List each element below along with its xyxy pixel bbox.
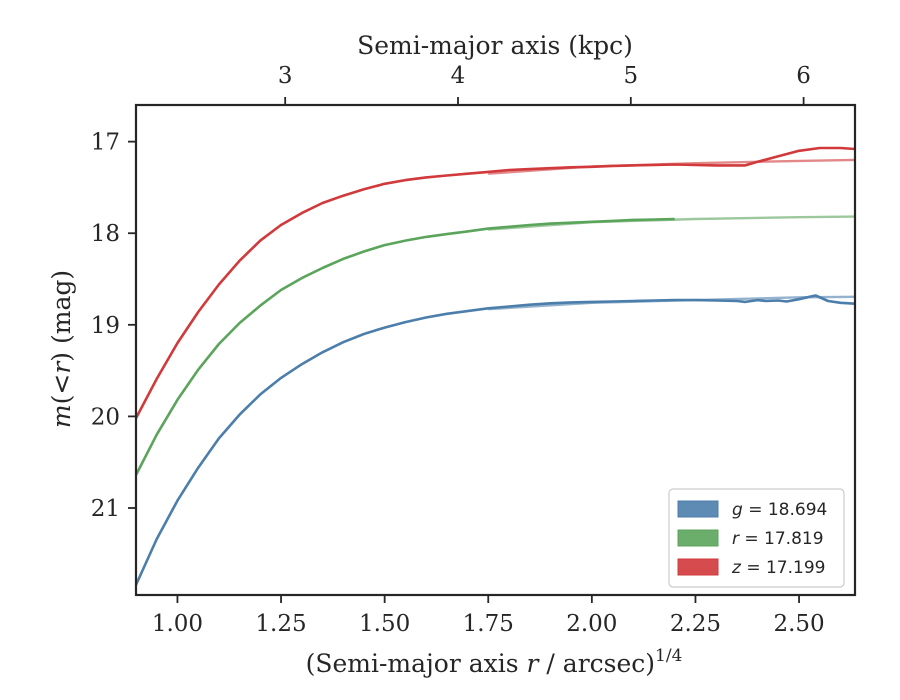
legend: g = 18.694 r = 17.819 z = 17.199: [668, 488, 845, 588]
series-g-line: [136, 294, 855, 586]
y-tick-label: 17: [91, 130, 120, 156]
x-tick-label: 1.75: [463, 611, 514, 637]
x-tick-label: 1.25: [255, 611, 306, 637]
x-tick-label: 2.00: [566, 611, 617, 637]
series-lines: [136, 146, 855, 586]
y-axis-title-unit: (mag): [47, 270, 76, 352]
x-tick-label: 2.50: [773, 611, 824, 637]
top-axis-title: Semi-major axis (kpc): [357, 31, 633, 60]
bottom-axis-title-prefix: (Semi-major axis: [306, 649, 527, 678]
y-tick-label: 21: [91, 496, 120, 522]
y-axis-title-lt: <: [47, 374, 76, 395]
y-tick-label: 19: [91, 313, 120, 339]
y-tick-label: 20: [91, 404, 120, 430]
y-tick-label: 18: [91, 221, 120, 247]
top-tick-label: 6: [796, 63, 811, 89]
legend-label-g: g = 18.694: [732, 500, 827, 520]
y-axis-title: m(<r) (mag): [47, 270, 76, 428]
x-tick-label: 2.25: [670, 611, 721, 637]
y-axis-title-r: r: [47, 360, 76, 374]
bottom-axis-title-var: r: [527, 649, 541, 678]
y-axis-title-open: (: [47, 395, 76, 405]
bottom-axis-title-suffix: / arcsec): [538, 649, 655, 678]
series-z-model-line: [488, 158, 855, 175]
x-tick-label: 1.00: [152, 611, 203, 637]
axes: 1.00 1.25 1.50 1.75 2.00 2.25 2.50 17 18 19 20 21 3 4…: [91, 63, 857, 637]
y-axis-title-var: m: [47, 404, 76, 428]
x-tick-label: 1.50: [359, 611, 410, 637]
legend-label-r: r = 17.819: [732, 529, 824, 549]
series-r-line: [136, 217, 675, 476]
series-r-model-line: [488, 215, 855, 231]
bottom-axis-title: (Semi-major axis r / arcsec)1/4: [306, 646, 683, 678]
plot-frame: [134, 103, 857, 597]
legend-swatch-r: [677, 529, 719, 547]
legend-swatch-z: [677, 558, 719, 576]
legend-label-z: z = 17.199: [731, 558, 825, 578]
y-axis-title-close: ): [47, 352, 76, 362]
legend-swatch-g: [677, 500, 719, 518]
top-tick-label: 3: [278, 63, 293, 89]
top-tick-label: 5: [623, 63, 638, 89]
top-tick-label: 4: [451, 63, 466, 89]
bottom-axis-title-exp: 1/4: [655, 646, 682, 666]
plot-area: [136, 146, 855, 586]
series-z-line: [136, 146, 855, 419]
